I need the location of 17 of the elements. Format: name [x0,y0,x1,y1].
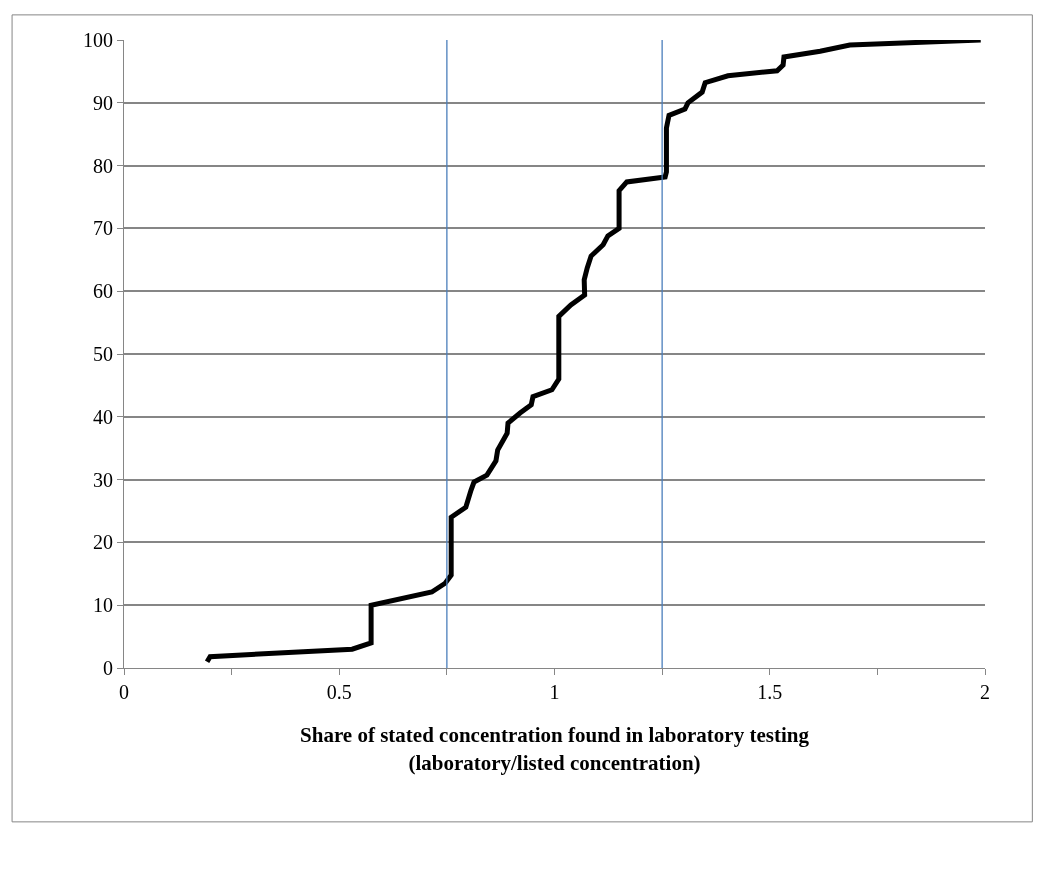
y-tick-label: 10 [93,594,113,617]
y-tick-label: 50 [93,343,113,365]
x-tick-label: 2 [980,681,990,703]
y-tick-label: 60 [93,280,113,303]
y-tick-label: 90 [93,91,113,114]
y-tick-label: 80 [93,154,113,177]
y-tick-label: 40 [93,405,113,428]
y-tick-label: 0 [103,657,113,679]
y-tick-label: 100 [83,29,113,51]
x-tick-label: 0.5 [326,681,352,703]
x-tick-label: 1.5 [757,681,783,703]
x-axis-title: Share of stated concentration found in laboratory testing (laboratory/listed concentration) [300,723,810,775]
y-tick-label: 70 [93,217,113,240]
x-tick-label: 0 [119,681,129,703]
y-tick-label: 20 [93,531,113,554]
y-tick-label: 30 [93,468,113,491]
x-tick-label: 1 [549,681,560,703]
